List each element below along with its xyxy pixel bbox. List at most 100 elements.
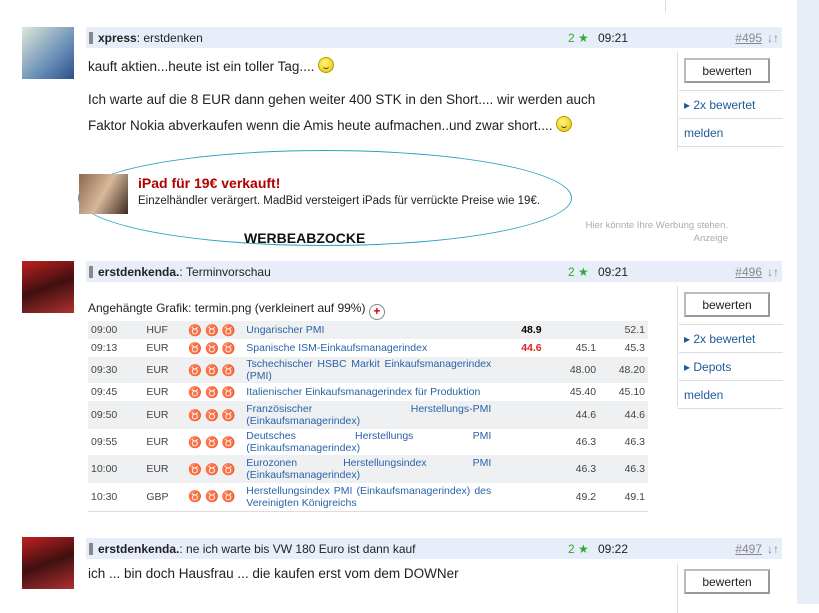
calendar-row: 09:30 EUR ♉♉♉ Tschechischer HSBC Markit Ein…	[88, 357, 648, 383]
report-link[interactable]: melden	[679, 118, 783, 146]
importance: ♉♉♉	[185, 401, 243, 429]
previous-value: 46.3	[624, 436, 645, 448]
event-name[interactable]: Italienischer Einkaufsmanagerindex für P…	[246, 386, 481, 398]
ad-title[interactable]: iPad für 19€ verkauft!	[138, 175, 281, 191]
avatar[interactable]	[22, 537, 74, 589]
zoom-icon[interactable]: +	[368, 304, 385, 320]
currency: EUR	[146, 386, 169, 398]
smiley-icon	[318, 57, 335, 73]
actual-value	[494, 483, 544, 511]
ad-image[interactable]	[79, 174, 128, 214]
author-link[interactable]: erstdenkenda.	[98, 541, 180, 556]
post-header: erstdenkenda.: Terminvorschau 2 ★ 09:21 …	[86, 261, 782, 282]
nav-arrows-icon[interactable]: ↓↑	[767, 264, 779, 279]
ad-text[interactable]: Einzelhändler verärgert. MadBid versteig…	[138, 195, 541, 207]
event-time: 09:55	[91, 436, 118, 448]
calendar-row: 10:00 EUR ♉♉♉ Eurozonen Herstellungsindex P…	[88, 455, 648, 483]
post-subject: ne ich warte bis VW 180 Euro ist dann ka…	[186, 541, 416, 556]
star-rating: 2 ★	[568, 264, 589, 279]
bull-icon: ♉	[205, 436, 222, 449]
calendar-row: 09:45 EUR ♉♉♉ Italienischer Einkaufsmanager…	[88, 383, 648, 401]
post-time: 09:21	[598, 264, 629, 279]
actual-value: 44.6	[521, 342, 542, 354]
post-header: erstdenkenda.: ne ich warte bis VW 180 E…	[86, 538, 782, 559]
post-text: kauft aktien...heute ist ein toller Tag.…	[88, 59, 315, 74]
avatar[interactable]	[22, 27, 74, 79]
rate-button[interactable]: bewerten	[684, 292, 770, 317]
ad-stamp: WERBEABZOCKE	[244, 230, 366, 246]
post-body: kauft aktien...heute ist ein toller Tag.…	[88, 54, 595, 139]
importance: ♉♉♉	[185, 429, 243, 455]
post-subject: erstdenken	[143, 30, 203, 45]
forecast-value: 45.1	[575, 342, 597, 354]
previous-value: 49.1	[624, 490, 645, 503]
event-name[interactable]: Eurozonen Herstellungsindex PMI (Einkauf…	[246, 457, 492, 481]
event-name[interactable]: Spanische ISM-Einkaufsmanagerindex	[246, 342, 428, 354]
event-time: 09:50	[91, 409, 118, 421]
event-time: 09:45	[91, 386, 118, 398]
bull-icon: ♉	[188, 436, 206, 449]
author-link[interactable]: erstdenkenda.	[98, 264, 180, 279]
currency: EUR	[146, 409, 169, 421]
event-time: 09:13	[91, 342, 118, 354]
avatar[interactable]	[22, 261, 74, 313]
importance: ♉♉♉	[185, 321, 243, 339]
importance: ♉♉♉	[185, 339, 243, 357]
nav-arrows-icon[interactable]: ↓↑	[767, 541, 779, 556]
rated-link[interactable]: ▸ 2x bewertet	[679, 324, 783, 352]
event-name[interactable]: Tschechischer HSBC Markit Einkaufsmanage…	[246, 358, 492, 382]
bull-icon: ♉	[205, 491, 222, 504]
forecast-value: 46.3	[575, 463, 597, 475]
calendar-row: 09:13 EUR ♉♉♉ Spanische ISM-Einkaufsmanager…	[88, 339, 648, 357]
post-header: xpress: erstdenken 2 ★ 09:21 #495 ↓↑	[86, 27, 782, 48]
bull-icon: ♉	[205, 364, 222, 377]
forecast-value	[545, 321, 599, 339]
currency: EUR	[146, 463, 169, 475]
rate-button[interactable]: bewerten	[684, 569, 770, 594]
star-icon: ★	[578, 30, 589, 45]
bull-icon: ♉	[188, 364, 206, 377]
previous-value: 46.3	[624, 463, 645, 475]
rate-button[interactable]: bewerten	[684, 58, 770, 83]
depots-link[interactable]: ▸ Depots	[679, 352, 783, 380]
post-number-link[interactable]: #497	[735, 541, 762, 556]
rated-link[interactable]: ▸ 2x bewertet	[679, 90, 783, 118]
post-number-link[interactable]: #496	[735, 264, 762, 279]
bull-icon: ♉	[221, 386, 239, 399]
bull-icon: ♉	[188, 491, 206, 504]
bull-icon: ♉	[205, 342, 222, 355]
bull-icon: ♉	[205, 386, 222, 399]
previous-value: 45.3	[624, 342, 645, 354]
author-link[interactable]: xpress	[98, 30, 137, 45]
forecast-value: 44.6	[575, 409, 597, 421]
bull-icon: ♉	[221, 491, 239, 504]
event-name[interactable]: Französischer Herstellungs-PMI (Einkaufs…	[246, 403, 492, 427]
event-name[interactable]: Ungarischer PMI	[246, 324, 325, 336]
forecast-value: 49.2	[575, 490, 597, 503]
post-actions: bewerten ▸ 2x bewertet ▸ Depots melden	[677, 286, 783, 409]
bull-icon: ♉	[188, 324, 206, 337]
report-link[interactable]: melden	[679, 380, 783, 408]
event-name[interactable]: Herstellungsindex PMI (Einkaufsmanagerin…	[246, 484, 492, 509]
post-number-link[interactable]: #495	[735, 30, 762, 45]
post-text: ich ... bin doch Hausfrau ... die kaufen…	[88, 566, 459, 581]
bull-icon: ♉	[188, 342, 206, 355]
previous-value: 48.20	[618, 364, 645, 376]
calendar-row: 09:50 EUR ♉♉♉ Französischer Herstellungs-PM…	[88, 401, 648, 429]
currency: EUR	[146, 342, 169, 354]
actual-value	[494, 429, 544, 455]
bull-icon: ♉	[221, 342, 239, 355]
bull-icon: ♉	[221, 463, 239, 476]
post-subject: Terminvorschau	[186, 264, 271, 279]
bull-icon: ♉	[221, 409, 239, 422]
economic-calendar-table: 09:00 HUF ♉♉♉ Ungarischer PMI 48.9 52.1 09:13 E…	[88, 321, 648, 512]
post-time: 09:22	[598, 541, 629, 556]
previous-value: 44.6	[624, 409, 645, 421]
star-rating: 2 ★	[568, 30, 589, 45]
post-actions: bewerten	[677, 563, 783, 613]
event-name[interactable]: Deutsches Herstellungs PMI (Einkaufsmana…	[246, 430, 492, 454]
nav-arrows-icon[interactable]: ↓↑	[767, 30, 779, 45]
currency: EUR	[146, 436, 169, 448]
event-time: 10:30	[91, 490, 118, 503]
currency: GBP	[146, 490, 169, 503]
